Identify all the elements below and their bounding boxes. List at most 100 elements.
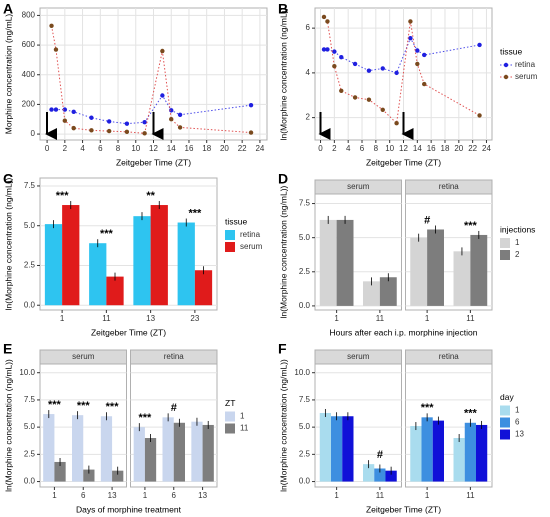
data-point	[49, 107, 54, 112]
x-axis-title: Hours after each i.p. morphine injection	[330, 327, 478, 337]
y-tick-label: 5.0	[299, 422, 311, 431]
significance-label: ***	[138, 412, 152, 424]
x-tick-label: 20	[220, 144, 229, 153]
legend-swatch	[500, 250, 510, 260]
legend-label: 11	[240, 424, 249, 433]
x-tick-label: 14	[413, 144, 422, 153]
bar	[410, 237, 428, 306]
data-point	[106, 119, 112, 124]
data-point	[62, 107, 68, 112]
data-point	[422, 81, 427, 87]
bar	[62, 205, 80, 306]
bar	[475, 424, 488, 482]
x-tick-label: 22	[468, 144, 477, 153]
legend-swatch	[500, 429, 510, 440]
legend-swatch	[500, 405, 510, 416]
significance-label: **	[146, 190, 155, 202]
data-point	[62, 118, 68, 123]
facet-strip	[130, 349, 218, 365]
data-point	[380, 66, 385, 71]
data-point	[366, 68, 372, 73]
legend-swatch	[503, 74, 509, 80]
significance-label: #	[377, 449, 383, 461]
facet-label: serum	[72, 352, 95, 361]
x-tick-label: 13	[108, 491, 117, 500]
data-point	[71, 109, 76, 115]
y-axis-title: ln(Morphine concentration (ng/mL))	[278, 7, 288, 140]
data-point	[477, 113, 482, 118]
y-tick-label: 7.5	[24, 395, 36, 404]
legend-label: serum	[515, 72, 538, 81]
bar	[363, 281, 380, 306]
significance-label: ***	[106, 401, 120, 413]
x-tick-label: 6	[81, 491, 86, 500]
y-tick-label: 600	[22, 40, 36, 49]
legend-label: 1	[515, 406, 520, 415]
bar	[421, 417, 433, 482]
x-axis-title: Zeitgeber Time (ZT)	[366, 504, 441, 514]
significance-label: ***	[100, 228, 114, 240]
panel-letter: C	[3, 171, 13, 187]
y-tick-label: 10.0	[294, 368, 310, 377]
x-tick-label: 18	[202, 144, 211, 153]
significance-label: ***	[188, 207, 202, 219]
facet-strip	[405, 349, 493, 365]
data-point	[366, 97, 372, 102]
data-point	[380, 107, 385, 112]
x-tick-label: 13	[146, 314, 155, 323]
bar	[319, 412, 332, 482]
data-point	[160, 48, 165, 54]
x-tick-label: 11	[376, 314, 385, 323]
x-tick-label: 1	[60, 314, 65, 323]
y-tick-label: 5.0	[24, 422, 36, 431]
bar	[44, 224, 63, 306]
bar	[470, 234, 488, 306]
bar	[54, 461, 66, 482]
legend-swatch	[225, 230, 235, 240]
bar	[173, 422, 185, 482]
legend-label: retina	[515, 60, 536, 69]
y-tick-label: 800	[22, 11, 36, 20]
data-point	[339, 55, 344, 60]
y-tick-label: 5.0	[299, 233, 311, 242]
x-tick-label: 4	[80, 144, 85, 153]
facet-label: retina	[439, 352, 460, 361]
data-point	[124, 121, 130, 126]
significance-label: ***	[421, 402, 435, 414]
x-tick-label: 6	[98, 144, 103, 153]
bar	[453, 438, 465, 482]
x-tick-label: 22	[238, 144, 247, 153]
x-tick-label: 2	[63, 144, 68, 153]
x-tick-label: 12	[149, 144, 158, 153]
data-point	[142, 120, 147, 125]
bar	[72, 415, 84, 482]
data-point	[339, 88, 344, 93]
bar	[202, 424, 214, 482]
bar	[410, 426, 422, 482]
x-tick-label: 0	[45, 144, 50, 153]
significance-label: #	[171, 402, 177, 414]
data-point	[124, 129, 130, 135]
significance-label: #	[424, 214, 430, 226]
y-tick-label: 0.0	[24, 477, 36, 486]
x-tick-label: 14	[167, 144, 176, 153]
x-tick-label: 11	[466, 491, 475, 500]
data-point	[71, 125, 76, 131]
y-tick-label: 0.0	[299, 301, 311, 310]
data-point	[177, 112, 183, 117]
x-tick-label: 11	[466, 314, 475, 323]
legend-label: retina	[240, 230, 261, 239]
bar	[43, 414, 55, 482]
legend-swatch	[225, 242, 235, 252]
bar	[177, 222, 195, 306]
data-point	[160, 93, 165, 98]
bar	[319, 219, 337, 306]
data-point	[332, 63, 337, 69]
data-point	[49, 23, 54, 28]
y-tick-label: 5.0	[24, 221, 36, 230]
data-point	[394, 121, 399, 126]
data-point	[89, 115, 94, 120]
bar	[427, 229, 444, 306]
legend-title: ZT	[225, 398, 235, 408]
x-tick-label: 16	[427, 144, 436, 153]
